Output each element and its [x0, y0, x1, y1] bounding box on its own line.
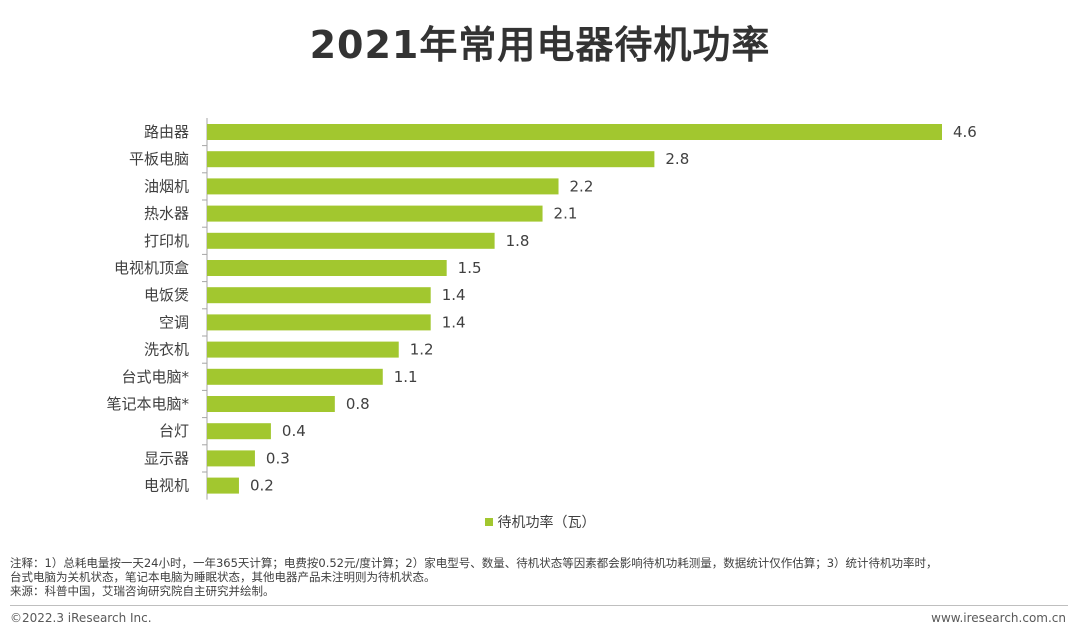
notes: 注释：1）总耗电量按一天24小时，一年365天计算；电费按0.52元/度计算；2… [10, 556, 1074, 598]
category-label: 平板电脑 [129, 150, 189, 168]
data-label: 0.3 [266, 449, 290, 467]
category-label: 热水器 [144, 205, 189, 223]
data-label: 2.1 [554, 205, 578, 223]
bar [207, 287, 431, 304]
legend-swatch [484, 518, 493, 526]
source-line: 来源：科普中国，艾瑞咨询研究院自主研究并绘制。 [10, 584, 275, 598]
data-label: 1.4 [442, 286, 466, 304]
data-label: 1.8 [506, 232, 530, 250]
data-label: 1.5 [458, 259, 482, 277]
data-label: 1.4 [442, 313, 466, 331]
data-label: 1.2 [410, 341, 434, 359]
category-label: 电饭煲 [144, 286, 189, 304]
category-label: 打印机 [144, 232, 189, 250]
data-label: 0.8 [346, 395, 370, 413]
bar [207, 423, 271, 440]
bar [207, 396, 335, 412]
legend-label: 待机功率（瓦） [497, 515, 596, 531]
data-label: 2.8 [665, 150, 689, 168]
category-label: 电视机 [144, 477, 189, 495]
bar [207, 477, 239, 494]
category-label: 空调 [159, 313, 189, 331]
chart-legend: 待机功率（瓦） [0, 512, 1080, 532]
bar [207, 260, 447, 276]
chart-title: 2021年常用电器待机功率 [309, 23, 771, 67]
footer-divider [10, 605, 1068, 606]
bar [207, 124, 942, 140]
data-label: 4.6 [953, 123, 977, 141]
copyright: ©2022.3 iResearch Inc. [10, 611, 152, 625]
bar [207, 178, 559, 195]
bar-chart: 路由器 4.6 平板电脑 2.8 油烟机 2.2 热水器 2.1 打印机 1.8 电视机顶盒 1.5 电… [106, 118, 977, 500]
bar [207, 205, 543, 222]
data-label: 1.1 [394, 368, 418, 386]
bar [207, 341, 399, 358]
bar [207, 314, 431, 331]
category-label: 台式电脑* [121, 368, 189, 386]
bar [207, 232, 495, 249]
data-label: 0.4 [282, 422, 306, 440]
data-label: 0.2 [250, 477, 274, 495]
category-label: 台灯 [159, 422, 189, 440]
category-label: 洗衣机 [144, 341, 189, 359]
category-label: 油烟机 [144, 177, 189, 195]
note-line-2: 台式电脑为关机状态，笔记本电脑为睡眠状态，其他电器产品未注明则为待机状态。 [10, 570, 436, 584]
category-label: 笔记本电脑* [106, 395, 189, 413]
bar [207, 368, 383, 385]
bar [207, 450, 255, 467]
category-label: 电视机顶盒 [114, 259, 189, 277]
website-link[interactable]: www.iresearch.com.cn [931, 611, 1066, 625]
category-label: 显示器 [144, 449, 189, 467]
note-line-1: 注释：1）总耗电量按一天24小时，一年365天计算；电费按0.52元/度计算；2… [10, 556, 938, 570]
category-label: 路由器 [144, 123, 189, 141]
bar [207, 151, 655, 168]
data-label: 2.2 [570, 177, 594, 195]
